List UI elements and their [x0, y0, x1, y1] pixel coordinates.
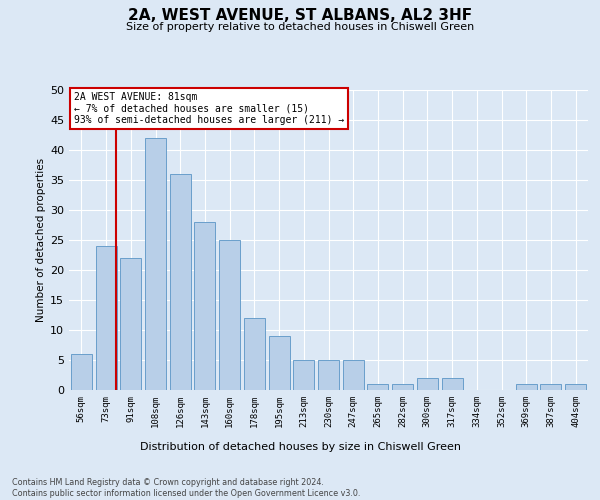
Bar: [120, 258, 141, 390]
Bar: [541, 384, 562, 390]
Bar: [244, 318, 265, 390]
Bar: [565, 384, 586, 390]
Y-axis label: Number of detached properties: Number of detached properties: [36, 158, 46, 322]
Bar: [194, 222, 215, 390]
Bar: [367, 384, 388, 390]
Text: Contains HM Land Registry data © Crown copyright and database right 2024.
Contai: Contains HM Land Registry data © Crown c…: [12, 478, 361, 498]
Bar: [516, 384, 537, 390]
Bar: [145, 138, 166, 390]
Text: Distribution of detached houses by size in Chiswell Green: Distribution of detached houses by size …: [139, 442, 461, 452]
Text: 2A WEST AVENUE: 81sqm
← 7% of detached houses are smaller (15)
93% of semi-detac: 2A WEST AVENUE: 81sqm ← 7% of detached h…: [74, 92, 344, 124]
Bar: [95, 246, 116, 390]
Bar: [170, 174, 191, 390]
Bar: [417, 378, 438, 390]
Text: Size of property relative to detached houses in Chiswell Green: Size of property relative to detached ho…: [126, 22, 474, 32]
Bar: [293, 360, 314, 390]
Text: 2A, WEST AVENUE, ST ALBANS, AL2 3HF: 2A, WEST AVENUE, ST ALBANS, AL2 3HF: [128, 8, 472, 22]
Bar: [318, 360, 339, 390]
Bar: [269, 336, 290, 390]
Bar: [392, 384, 413, 390]
Bar: [442, 378, 463, 390]
Bar: [343, 360, 364, 390]
Bar: [219, 240, 240, 390]
Bar: [71, 354, 92, 390]
